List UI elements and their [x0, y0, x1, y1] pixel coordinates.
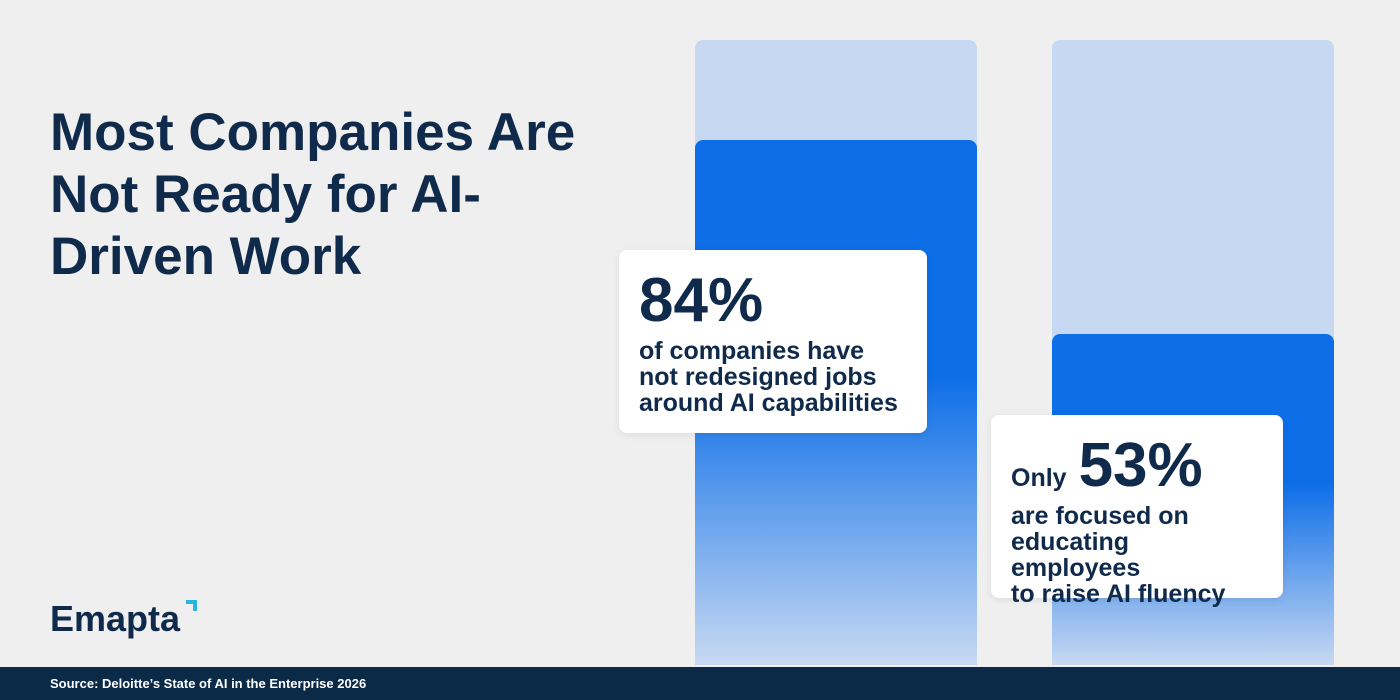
- value-label: 84%: [639, 266, 764, 335]
- source-footer: Source: Deloitte’s State of AI in the En…: [0, 667, 1400, 700]
- stat-card: 84% of companies have not redesigned jobs a…: [619, 250, 927, 433]
- stat-head: Only 53%: [1011, 435, 1263, 497]
- brand-logo: Emapta: [50, 598, 181, 639]
- stat-prefix: Only: [1011, 464, 1067, 492]
- stat-description: around AI capabilities: [639, 389, 898, 417]
- stat-card: Only 53% are focused on educating employees…: [991, 415, 1283, 607]
- stat-description: of companies have: [639, 337, 865, 365]
- stat-head: 84%: [639, 270, 907, 332]
- chart-title: Most Companies Are Not Ready for AI-Driv…: [50, 103, 576, 286]
- value-label: 53%: [1078, 431, 1203, 500]
- stat-description: are focused on: [1011, 502, 1189, 530]
- brand-icon: [186, 600, 197, 611]
- stat-description: to raise AI fluency: [1011, 580, 1226, 608]
- stat-description: educating employees: [1011, 528, 1141, 582]
- stat-description: not redesigned jobs: [639, 363, 877, 391]
